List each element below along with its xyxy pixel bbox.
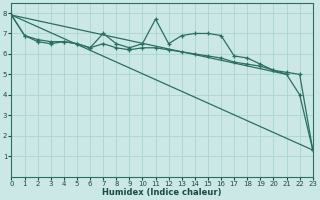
X-axis label: Humidex (Indice chaleur): Humidex (Indice chaleur)	[102, 188, 222, 197]
